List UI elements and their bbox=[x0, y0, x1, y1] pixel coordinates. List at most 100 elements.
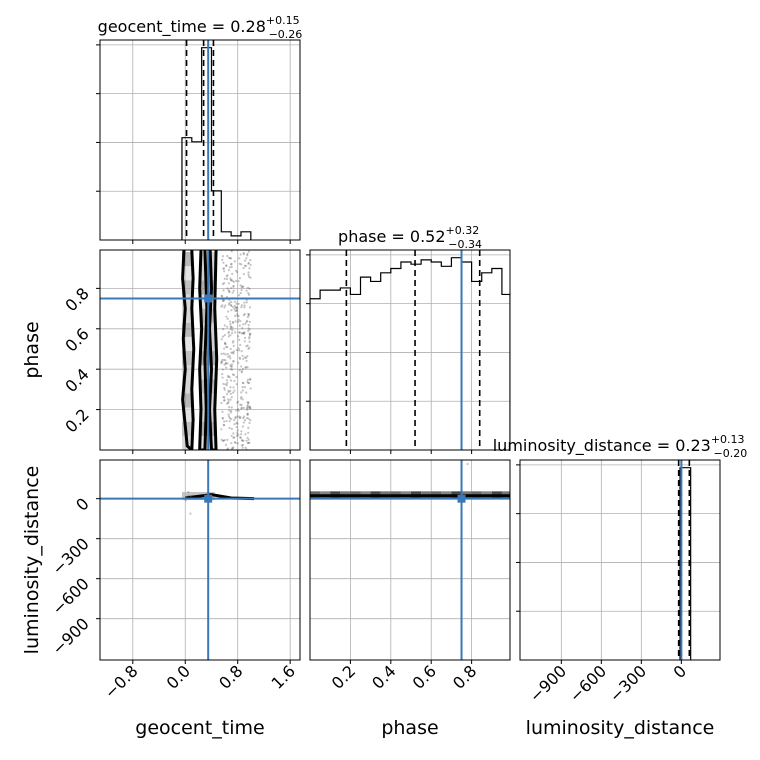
sample-point bbox=[246, 254, 249, 257]
sample-point bbox=[238, 331, 241, 334]
sample-point bbox=[234, 416, 237, 419]
sample-point bbox=[235, 409, 238, 412]
sample-point bbox=[189, 512, 192, 515]
sample-point bbox=[227, 389, 230, 392]
sample-point bbox=[245, 320, 248, 324]
sample-point bbox=[235, 375, 238, 379]
sample-point bbox=[231, 341, 234, 344]
sample-point bbox=[233, 304, 236, 308]
sample-point bbox=[229, 277, 232, 280]
sample-point bbox=[231, 368, 234, 371]
sample-point bbox=[239, 436, 242, 439]
sample-point bbox=[227, 289, 230, 292]
sample-point bbox=[225, 264, 228, 267]
sample-point bbox=[223, 399, 226, 402]
sample-point bbox=[249, 387, 252, 390]
sample-point bbox=[231, 373, 235, 376]
sample-point bbox=[228, 301, 231, 305]
density-cell bbox=[181, 252, 194, 267]
sample-point bbox=[236, 335, 240, 338]
sample-point bbox=[245, 289, 248, 292]
density-cell bbox=[181, 322, 194, 337]
sample-point bbox=[233, 260, 236, 263]
sample-point bbox=[231, 351, 234, 354]
sample-point bbox=[248, 377, 252, 381]
sample-point bbox=[240, 365, 243, 368]
sample-point bbox=[238, 262, 241, 265]
sample-point bbox=[245, 417, 249, 420]
sample-point bbox=[230, 434, 233, 437]
sample-point bbox=[220, 360, 223, 363]
sample-point bbox=[230, 263, 233, 266]
sample-point bbox=[236, 429, 239, 432]
sample-point bbox=[223, 363, 226, 366]
sample-point bbox=[220, 352, 223, 355]
sample-point bbox=[221, 417, 224, 420]
sample-point bbox=[220, 438, 223, 441]
sample-point bbox=[234, 309, 237, 312]
sample-point bbox=[248, 421, 251, 425]
sample-point bbox=[225, 264, 228, 267]
sample-point bbox=[229, 279, 233, 282]
sample-point bbox=[232, 373, 236, 377]
sample-point bbox=[222, 327, 225, 331]
sample-point bbox=[236, 320, 240, 323]
sample-point bbox=[246, 286, 250, 289]
density-cell bbox=[181, 266, 194, 281]
sample-point bbox=[222, 439, 225, 442]
panel-frame bbox=[99, 39, 301, 241]
sample-point bbox=[241, 285, 244, 288]
sample-point bbox=[220, 294, 223, 297]
sample-point bbox=[221, 282, 225, 286]
sample-point bbox=[245, 391, 248, 394]
sample-point bbox=[248, 405, 252, 408]
sample-point bbox=[226, 402, 229, 405]
sample-point bbox=[232, 360, 235, 363]
sample-point bbox=[247, 438, 250, 441]
sample-point bbox=[224, 362, 228, 365]
sample-point bbox=[228, 376, 231, 379]
sample-point bbox=[227, 413, 230, 416]
sample-point bbox=[249, 407, 252, 410]
sample-point bbox=[242, 285, 245, 288]
sample-point bbox=[240, 403, 243, 407]
sample-point bbox=[228, 266, 231, 269]
sample-point bbox=[227, 256, 231, 260]
sample-point bbox=[236, 314, 239, 318]
sample-point bbox=[240, 396, 243, 399]
sample-point bbox=[239, 343, 242, 347]
density-layer bbox=[181, 250, 252, 450]
sample-point bbox=[249, 378, 252, 381]
sample-point bbox=[239, 284, 242, 287]
sample-point bbox=[222, 289, 225, 292]
sample-point bbox=[228, 320, 232, 323]
sample-point bbox=[245, 407, 248, 410]
sample-point bbox=[232, 285, 235, 288]
sample-point bbox=[230, 396, 233, 399]
sample-point bbox=[246, 436, 249, 439]
sample-point bbox=[247, 273, 250, 276]
sample-point bbox=[231, 306, 235, 309]
y-tick-label: −900 bbox=[48, 614, 93, 659]
sample-point bbox=[221, 335, 225, 338]
x-tick-label: −600 bbox=[566, 661, 611, 706]
sample-point bbox=[241, 398, 244, 401]
x-tick-label: 0.4 bbox=[368, 661, 399, 692]
sample-point bbox=[240, 304, 244, 307]
sample-point bbox=[248, 381, 251, 385]
sample-point bbox=[221, 376, 224, 379]
sample-point bbox=[246, 366, 249, 369]
sample-point bbox=[224, 304, 227, 307]
sample-point bbox=[220, 295, 224, 298]
sample-point bbox=[227, 330, 230, 334]
sample-point bbox=[247, 324, 250, 327]
sample-point bbox=[222, 299, 225, 302]
sample-point bbox=[223, 270, 226, 273]
sample-point bbox=[247, 417, 250, 420]
sample-point bbox=[248, 406, 251, 409]
sample-point bbox=[235, 425, 238, 429]
sample-point bbox=[236, 442, 239, 445]
sample-point bbox=[229, 365, 233, 368]
sample-point bbox=[226, 352, 230, 356]
y-tick-label: 0 bbox=[72, 494, 93, 515]
